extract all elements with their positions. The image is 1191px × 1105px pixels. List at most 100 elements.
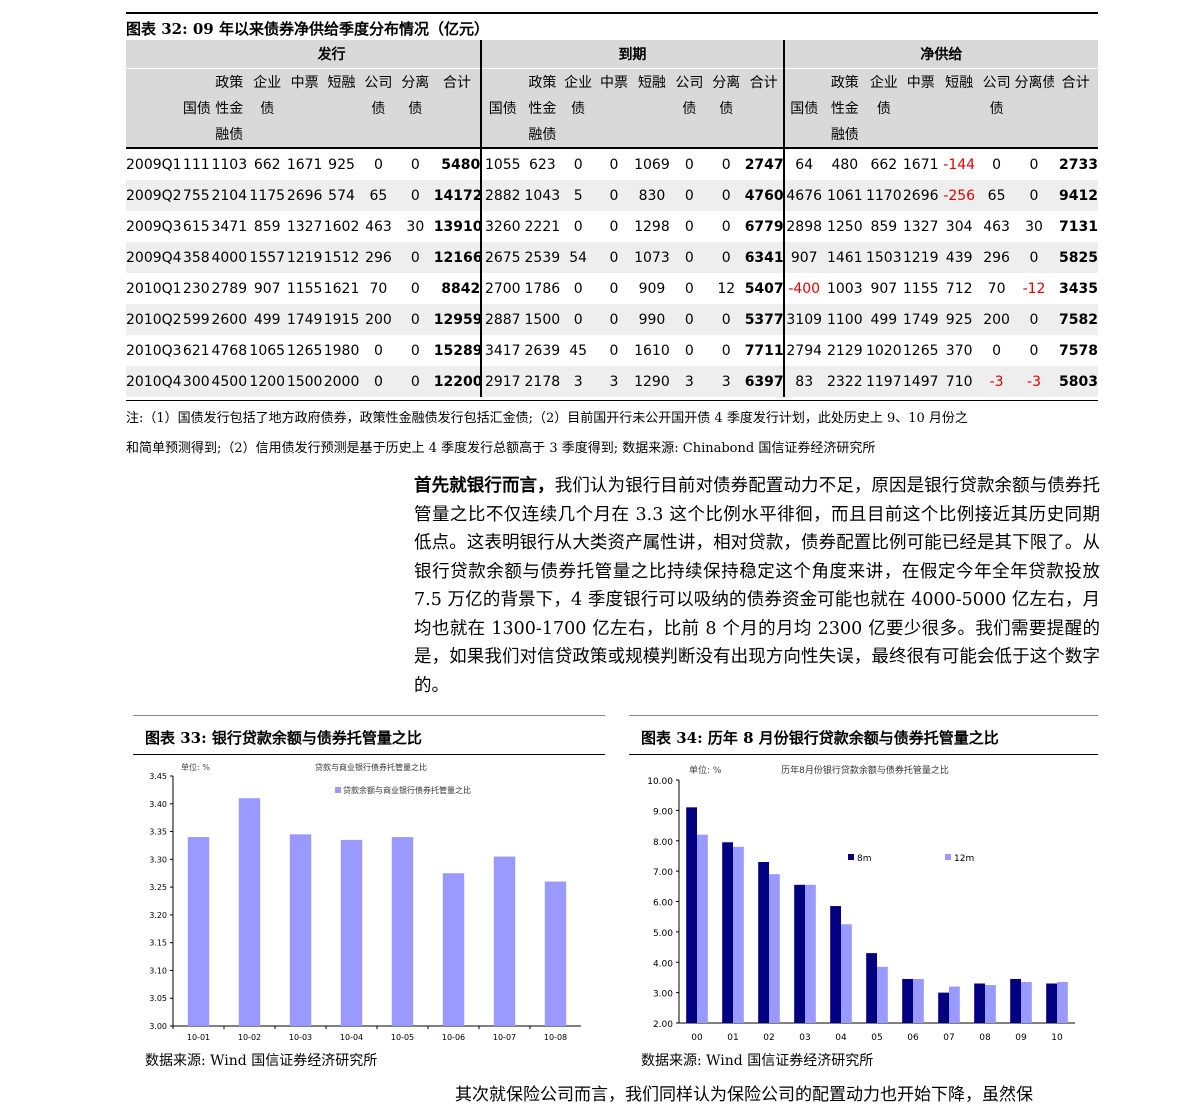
chart34-x-tick-label: 10 (1051, 1033, 1063, 1043)
chart34-x-tick-label: 09 (1015, 1033, 1027, 1043)
chart34-bar-12m (733, 846, 744, 1023)
chart33-y-tick-label: 3.10 (149, 966, 167, 975)
note-line-2: 和简单预测得到;（2）信用债发行预测是基于历史上 4 季度发行总额高于 3 季度… (126, 441, 876, 456)
chart33-bar (391, 837, 414, 1026)
table-cell: 0 (1014, 180, 1054, 211)
table-cell: 12200 (433, 366, 483, 397)
table-cell: 1290 (632, 366, 671, 397)
table-cell: 12166 (433, 242, 483, 273)
table-cell: 1298 (634, 218, 670, 235)
table-cell: 3471 (211, 218, 248, 235)
chart33-x-tick-label: 10-07 (493, 1033, 516, 1042)
table-cell: 0 (373, 342, 383, 359)
table-cell: 0 (1014, 242, 1054, 273)
chart34-bar-8m (1010, 978, 1021, 1023)
table-cell: 1069 (634, 156, 670, 173)
chart34-y-tick-label: 3.00 (653, 990, 673, 1000)
fig34-bar-chart: 单位: % 历年8月份银行贷款余额与债券托管量之比 2.00 3.00 4.00 5.00… (647, 764, 1075, 1043)
table-cell: 4676 (783, 180, 824, 211)
table-cell: 7578 (1059, 342, 1098, 359)
table-cell: 0 (707, 304, 745, 335)
table-cell: 0 (410, 156, 420, 173)
table-cell: 0 (373, 156, 383, 173)
chart34-x-tick-label: 07 (943, 1033, 954, 1043)
chart34-bar-12m (805, 884, 816, 1023)
table-cell: 1020 (865, 342, 902, 359)
table-cell: 1671 (286, 156, 323, 173)
table-cell: 9412 (1053, 180, 1098, 211)
table-cell: 1503 (865, 242, 902, 273)
chart34-x-tick-label: 02 (763, 1033, 774, 1043)
table-cell: 1749 (901, 304, 940, 335)
chart34-title: 历年8月份银行贷款余额与债券托管量之比 (781, 764, 949, 776)
chart34-y-tick-label: 6.00 (653, 899, 673, 909)
table-row: 2009Q11119110366216719250054801055623001… (126, 148, 1098, 180)
table-cell: 1175 (248, 180, 287, 211)
table-cell: 0 (721, 342, 731, 359)
table-cell: 1170 (865, 180, 902, 211)
table-cell: 1749 (286, 304, 324, 335)
chart34-unit: 单位: % (689, 764, 722, 776)
row-label: 2010Q2 (126, 304, 183, 335)
table-cell: 3 (595, 366, 633, 397)
table-cell: 6158 (182, 218, 210, 235)
chart33-unit: 单位: % (181, 762, 210, 772)
table-cell: 64 (795, 156, 814, 173)
chart34-y-tick-label: 10.00 (647, 777, 673, 787)
table-cell: 3 (707, 366, 745, 397)
table-cell: 574 (323, 180, 360, 211)
row-label: 2009Q3 (126, 218, 182, 235)
table-cell: 4000 (210, 242, 249, 273)
table-cell: 2639 (524, 342, 561, 359)
table-cell: 2221 (524, 218, 561, 235)
table-cell: 304 (945, 218, 973, 235)
table-cell: 2000 (323, 366, 360, 397)
chart34-bar-12m (841, 924, 852, 1023)
chart34-x-tick-label: 01 (727, 1033, 738, 1043)
table-cell: 2789 (211, 280, 248, 297)
table-cell: -144 (943, 156, 976, 173)
chart34-legend-swatch-12m (945, 854, 951, 860)
chart33-x-tick-label: 10-02 (238, 1033, 261, 1042)
table-cell: 3 (670, 366, 708, 397)
group-header-net: 净供给 (783, 40, 1098, 69)
chart34-legend-swatch-8m (848, 854, 854, 860)
chart33-y-tick-label: 3.20 (149, 911, 167, 920)
table-cell: 0 (609, 280, 619, 297)
table-cell: 1557 (248, 242, 287, 273)
table-cell: 14172 (433, 180, 483, 211)
table-cell: 1065 (249, 342, 286, 359)
chart34-y-tick-label: 9.00 (653, 807, 673, 817)
table-cell: 0 (595, 304, 633, 335)
chart34-y-tick-label: 4.00 (653, 959, 673, 969)
chart33-x-tick-label: 10-05 (391, 1033, 414, 1042)
table-cell: 2696 (901, 180, 940, 211)
table-cell: 7131 (1059, 218, 1098, 235)
table-row: 2010Q43000450012001500200000122002917217… (126, 366, 1098, 397)
chart33-y-tick-label: 3.35 (149, 828, 167, 837)
table-cell: 1073 (632, 242, 671, 273)
table-cell: 1327 (286, 218, 323, 235)
chart34-bar-12m (985, 985, 996, 1023)
table-cell: 4760 (744, 180, 785, 211)
table-cell: 1103 (211, 156, 248, 173)
table-cell: 65 (359, 180, 397, 211)
chart33-y-tick-label: 3.30 (149, 855, 167, 864)
table-cell: 0 (707, 180, 745, 211)
table-cell: 0 (573, 156, 583, 173)
table-cell: 0 (359, 366, 397, 397)
table-cell: 0 (396, 180, 434, 211)
fig34-top-rule (629, 715, 1098, 716)
chart33-legend-swatch (335, 787, 341, 793)
table-cell: 0 (573, 280, 583, 297)
table-cell: 1610 (634, 342, 670, 359)
bottom-paragraph-start: 其次就保险公司而言，我们同样认为保险公司的配置动力也开始下降，虽然保 (455, 1085, 1033, 1105)
table-cell: 1602 (323, 218, 360, 235)
group-header-maturity: 到期 (481, 40, 785, 69)
chart34-bar-12m (1057, 981, 1068, 1023)
table-cell: 200 (978, 304, 1015, 335)
table-cell: 7558 (182, 180, 211, 211)
chart33-x-tick-label: 10-03 (289, 1033, 312, 1042)
chart34-y-tick-label: 2.00 (653, 1020, 673, 1030)
chart33-bar (340, 839, 363, 1026)
